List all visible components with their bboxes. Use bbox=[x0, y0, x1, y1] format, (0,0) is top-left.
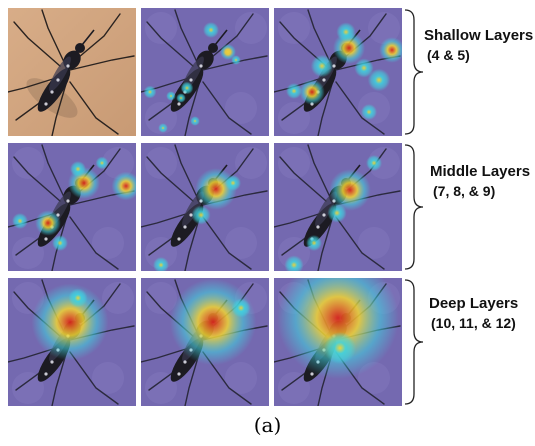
original-mosquito-image bbox=[8, 8, 136, 136]
attention-map-deep-3 bbox=[274, 278, 402, 406]
attention-map-deep-1 bbox=[8, 278, 136, 406]
attention-map-middle-3 bbox=[274, 143, 402, 271]
attention-map-deep-2 bbox=[141, 278, 269, 406]
figure-caption: (a) bbox=[253, 413, 282, 437]
attention-map-shallow-1 bbox=[141, 8, 269, 136]
deep-layers-label: Deep Layers bbox=[429, 295, 519, 312]
deep-layers-range: (10, 11, & 12) bbox=[431, 315, 516, 331]
attention-map-middle-2 bbox=[141, 143, 269, 271]
deep-layers-brace bbox=[404, 279, 424, 405]
middle-layers-label: Middle Layers bbox=[430, 163, 531, 180]
attention-map-middle-1 bbox=[8, 143, 136, 271]
middle-layers-range: (7, 8, & 9) bbox=[433, 183, 496, 199]
middle-layers-brace bbox=[404, 144, 424, 270]
shallow-layers-range: (4 & 5) bbox=[427, 47, 470, 63]
shallow-layers-brace bbox=[404, 9, 424, 135]
shallow-layers-label: Shallow Layers bbox=[424, 27, 534, 44]
attention-map-shallow-2 bbox=[274, 8, 402, 136]
